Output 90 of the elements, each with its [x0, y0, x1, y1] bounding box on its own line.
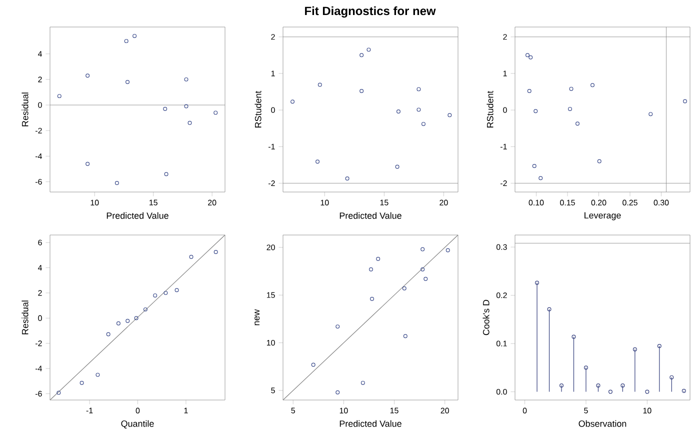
point — [421, 122, 426, 126]
point — [106, 332, 110, 336]
point — [163, 106, 168, 111]
y-axis-title: Cook's D — [482, 300, 490, 336]
point — [80, 380, 84, 385]
y-axis-title: RStudent — [486, 90, 494, 128]
point — [596, 384, 600, 388]
x-axis-title: Predicted Value — [340, 420, 402, 427]
point — [360, 89, 364, 94]
point — [526, 53, 530, 58]
point — [632, 347, 637, 352]
point — [126, 80, 130, 84]
point — [402, 286, 406, 290]
point — [670, 375, 674, 380]
point — [403, 334, 408, 338]
point — [597, 159, 602, 164]
point — [395, 164, 400, 169]
point — [164, 290, 168, 295]
point — [608, 390, 612, 394]
point — [370, 296, 374, 301]
point — [188, 120, 192, 125]
point — [376, 256, 380, 261]
point — [448, 113, 452, 118]
point — [420, 267, 425, 272]
point — [311, 362, 316, 367]
point — [132, 34, 137, 38]
point — [184, 77, 188, 82]
point — [318, 82, 322, 87]
point — [360, 380, 365, 385]
point — [620, 384, 625, 388]
point — [683, 99, 687, 104]
point — [345, 176, 350, 180]
x-axis-title: Predicted Value — [340, 212, 402, 219]
point — [316, 160, 320, 164]
point — [446, 248, 450, 252]
point — [116, 321, 120, 326]
point — [568, 106, 572, 111]
y-axis-title: Residual — [22, 300, 28, 334]
point — [214, 250, 218, 254]
point — [416, 108, 421, 112]
point — [114, 181, 119, 186]
point — [534, 109, 538, 114]
point — [538, 176, 543, 180]
point — [366, 48, 371, 52]
y-axis-title: RStudent — [254, 90, 262, 128]
y-axis-title: Residual — [22, 92, 28, 126]
y-axis-title: new — [254, 309, 260, 326]
point — [527, 89, 532, 94]
x-axis-title: Leverage — [584, 212, 621, 220]
point — [134, 316, 138, 320]
chart-title: Fit Diagnostics for new — [305, 6, 436, 18]
point — [420, 247, 425, 252]
x-axis-title: Predicted Value — [106, 212, 168, 219]
point — [590, 83, 594, 88]
point — [86, 74, 90, 78]
point — [657, 344, 662, 348]
point — [124, 39, 128, 44]
point — [57, 94, 62, 98]
point — [648, 112, 653, 116]
point — [547, 307, 552, 312]
point — [424, 276, 428, 281]
point — [569, 86, 574, 91]
point — [184, 104, 188, 108]
point — [189, 254, 194, 259]
point — [56, 390, 61, 395]
point — [214, 110, 218, 115]
point — [336, 390, 340, 394]
point — [96, 372, 100, 377]
point — [576, 122, 580, 126]
point — [153, 293, 158, 298]
point — [290, 100, 295, 104]
point — [143, 307, 148, 312]
point — [174, 288, 179, 292]
point — [645, 390, 650, 394]
x-axis-title: Observation — [578, 420, 626, 427]
point — [535, 280, 540, 285]
point — [416, 87, 421, 92]
point — [336, 324, 340, 329]
point — [560, 384, 564, 388]
point — [528, 55, 533, 60]
point — [572, 334, 576, 339]
point — [126, 318, 130, 323]
point — [86, 162, 90, 166]
point — [164, 172, 168, 176]
point — [584, 366, 588, 370]
point — [396, 110, 400, 114]
point — [532, 164, 536, 168]
point — [360, 53, 364, 58]
x-axis-title: Quantile — [121, 420, 154, 428]
point — [369, 267, 374, 272]
